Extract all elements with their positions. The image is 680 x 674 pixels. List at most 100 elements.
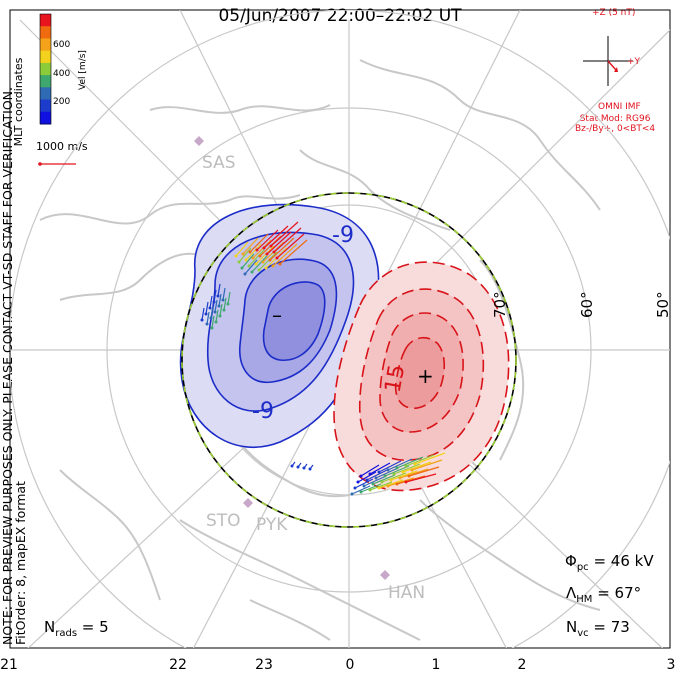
velocity-vector bbox=[396, 456, 424, 469]
velocity-vector bbox=[399, 468, 429, 479]
velocity-vector bbox=[408, 466, 440, 477]
station-label-sas: SAS bbox=[202, 153, 236, 173]
velocity-vector bbox=[223, 297, 227, 311]
velocity-vector bbox=[378, 479, 404, 489]
velocity-vector bbox=[273, 227, 302, 253]
colorbar-swatch bbox=[40, 75, 51, 88]
velocity-vector bbox=[258, 251, 278, 271]
velocity-vector bbox=[276, 233, 305, 259]
velocity-vector bbox=[303, 463, 308, 469]
velocity-vector bbox=[242, 237, 259, 255]
velocity-vector bbox=[270, 221, 299, 247]
velocity-vector bbox=[384, 465, 410, 477]
velocity-vector bbox=[213, 289, 217, 303]
velocity-vector bbox=[201, 307, 205, 321]
velocity-vector bbox=[369, 462, 391, 475]
velocity-vector bbox=[375, 467, 399, 479]
velocity-vector bbox=[217, 283, 221, 297]
velocity-vector bbox=[372, 474, 396, 485]
velocity-vector bbox=[252, 239, 272, 259]
hm-boundary-green bbox=[181, 192, 517, 528]
velocity-vector bbox=[266, 231, 292, 255]
velocity-vector bbox=[269, 237, 295, 261]
velocity-vector bbox=[393, 463, 421, 475]
colorbar-tick-400: 400 bbox=[53, 69, 70, 79]
stat-n-rads: Nrads = 5 bbox=[44, 618, 109, 639]
imf-source: OMNI IMF bbox=[598, 102, 641, 112]
station-markers bbox=[194, 136, 390, 580]
velocity-vector bbox=[206, 311, 210, 325]
velocity-vector bbox=[396, 475, 426, 485]
station-marker-sas bbox=[194, 136, 204, 146]
contour-label-negative: -9 bbox=[332, 223, 354, 248]
velocity-vector bbox=[405, 454, 435, 467]
contour-label-negative-2: -9 bbox=[252, 399, 274, 424]
stat-model-line-2: Bz-/By+, 0<BT<4 bbox=[575, 124, 656, 134]
velocity-vector bbox=[248, 249, 265, 267]
velocity-vector bbox=[235, 241, 249, 257]
latitude-label-70: 70° bbox=[491, 291, 509, 318]
stat-n-vc: Nvc = 73 bbox=[566, 618, 630, 639]
mlt-label-22: 22 bbox=[169, 657, 187, 673]
velocity-vector bbox=[251, 255, 268, 273]
colorbar-label: Vel [m/s] bbox=[78, 50, 88, 90]
mlt-label-2: 2 bbox=[518, 657, 527, 673]
velocity-vector bbox=[244, 259, 258, 275]
stat-lambda-hm: ΛHM = 67° bbox=[566, 584, 641, 605]
velocity-vector bbox=[214, 299, 218, 313]
velocity-vector bbox=[218, 293, 222, 307]
colorbar-swatch bbox=[40, 38, 51, 52]
stat-lambda-hm-value: 67° bbox=[615, 584, 642, 602]
latitude-label-50: 50° bbox=[654, 291, 672, 318]
velocity-vectors bbox=[200, 221, 446, 496]
station-label-han: HAN bbox=[388, 583, 425, 603]
station-label-sto: STO bbox=[206, 511, 241, 531]
imf-y-label: +Y bbox=[627, 57, 641, 67]
velocity-vector bbox=[238, 247, 252, 263]
velocity-vector bbox=[245, 243, 262, 261]
plot-title: 05/Jun/2007 22:00–22:02 UT bbox=[218, 6, 462, 26]
mlt-label-23: 23 bbox=[255, 657, 273, 673]
velocity-vector bbox=[215, 309, 219, 323]
velocity-vector bbox=[255, 245, 275, 265]
mlt-label-3: 3 bbox=[667, 657, 676, 673]
potential-min-marker: – bbox=[272, 303, 282, 327]
velocity-vector bbox=[241, 253, 255, 269]
velocity-vector bbox=[405, 473, 437, 483]
stat-model: Stat Mod: RG96 Bz-/By+, 0<BT<4 bbox=[575, 114, 655, 134]
imf-vector bbox=[607, 60, 617, 71]
negative-cell bbox=[179, 203, 380, 448]
velocity-vector bbox=[414, 452, 446, 465]
stat-n-vc-value: 73 bbox=[611, 618, 630, 636]
velocity-vector bbox=[205, 301, 209, 315]
velocity-vector bbox=[309, 464, 314, 470]
mlt-label-21: 21 bbox=[0, 657, 18, 673]
imf-dial: +Y bbox=[583, 36, 641, 86]
velocity-vector bbox=[263, 225, 289, 249]
velocity-vector bbox=[272, 243, 298, 267]
velocity-vector bbox=[219, 303, 223, 317]
stat-phi-pc: Φpc = 46 kV bbox=[565, 552, 654, 573]
velocity-vector bbox=[249, 233, 269, 253]
mlt-labels: 21 22 23 0 1 2 3 bbox=[0, 657, 675, 673]
velocity-vector bbox=[210, 305, 214, 319]
velocity-vector bbox=[387, 458, 413, 471]
colorbar-swatch bbox=[40, 87, 51, 101]
potential-max-marker: + bbox=[417, 364, 434, 388]
stat-phi-pc-value: 46 kV bbox=[611, 552, 655, 570]
colorbar-swatch bbox=[40, 14, 51, 27]
velocity-vector bbox=[354, 478, 374, 489]
velocity-vector bbox=[357, 471, 377, 483]
velocity-vector bbox=[363, 476, 385, 487]
velocity-vector bbox=[402, 461, 432, 473]
velocity-vector bbox=[360, 483, 382, 493]
station-marker-sto bbox=[243, 498, 253, 508]
latitude-label-60: 60° bbox=[578, 291, 596, 318]
velocity-colorbar bbox=[39, 13, 52, 125]
velocity-vector bbox=[211, 315, 215, 329]
stat-model-line-1: Stat Mod: RG96 bbox=[579, 114, 651, 124]
velocity-vector bbox=[387, 477, 415, 487]
velocity-vector bbox=[256, 229, 279, 251]
colorbar-swatch bbox=[40, 62, 51, 76]
